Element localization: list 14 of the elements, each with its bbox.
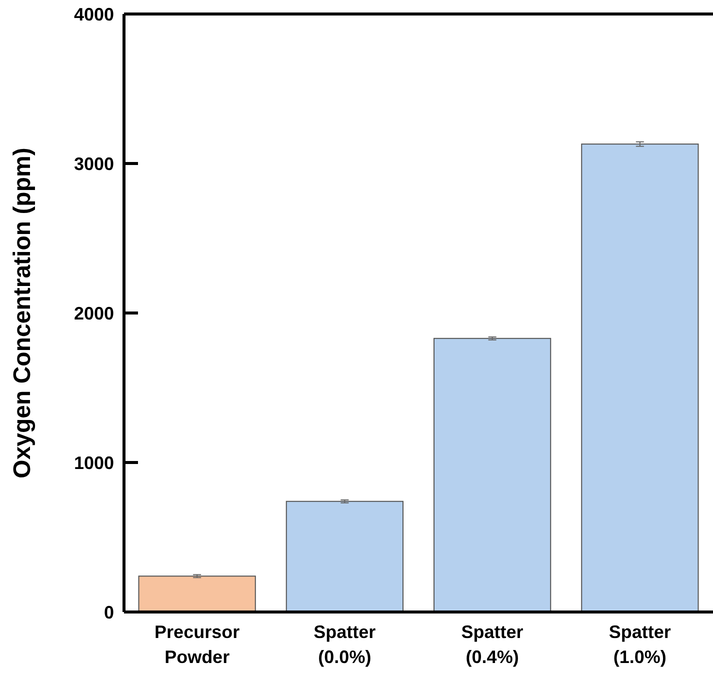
x-tick-label: Spatter (0.0%)	[314, 622, 376, 667]
bar	[434, 338, 552, 612]
bar	[581, 144, 699, 612]
bar	[286, 500, 404, 612]
y-tick-label: 3000	[74, 154, 114, 174]
x-tick-label: Spatter (0.4%)	[461, 622, 524, 667]
bar	[138, 576, 256, 612]
y-tick-label: 0	[104, 602, 114, 622]
y-tick-label: 4000	[74, 4, 114, 24]
x-tick-label: Spatter (1.0%)	[608, 622, 671, 667]
x-tick-label: Precursor Powder	[154, 622, 240, 667]
y-tick-label: 2000	[74, 303, 114, 324]
y-tick-label: 1000	[74, 452, 114, 473]
y-axis-title: Oxygen Concentration (ppm)	[9, 148, 36, 478]
